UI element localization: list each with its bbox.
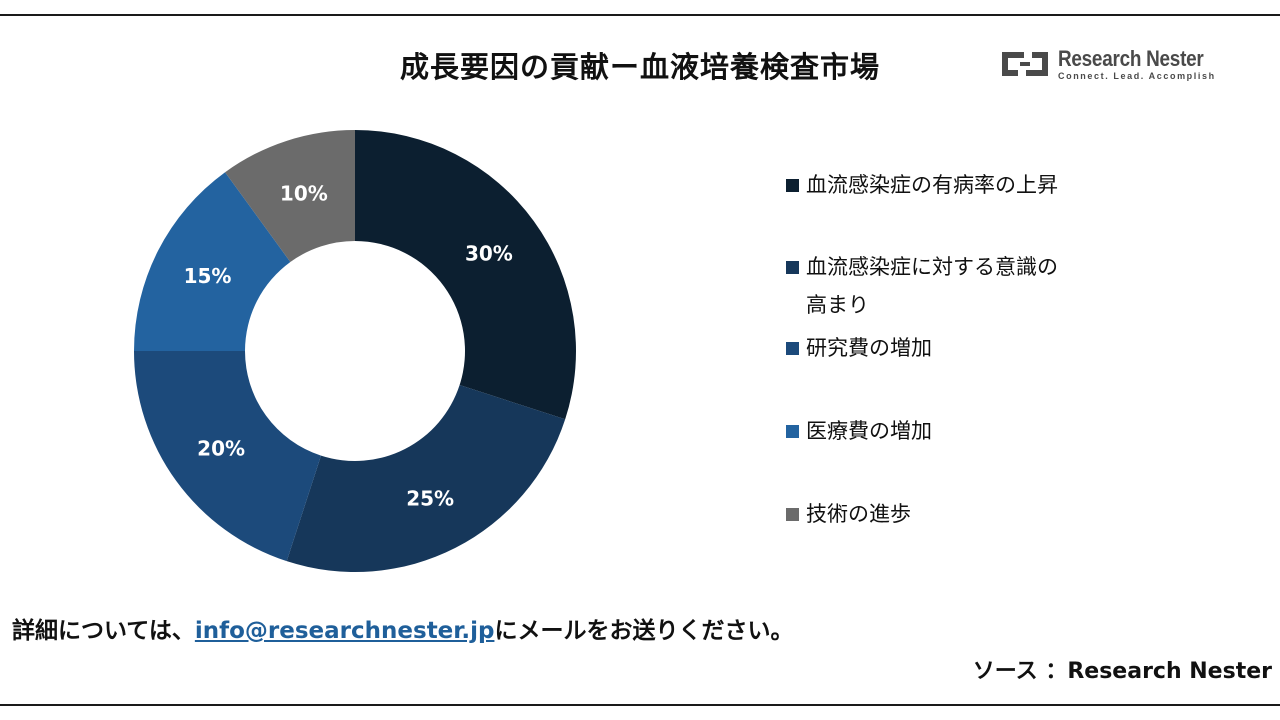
- contact-note: 詳細については、info@researchnester.jpにメールをお送りくだ…: [12, 611, 793, 645]
- chart-title: 成長要因の貢献ー血液培養検査市場: [399, 50, 880, 84]
- legend-label: 技術の進歩: [806, 502, 911, 526]
- legend-swatch: [786, 261, 799, 274]
- contact-prefix: 詳細については、: [12, 618, 195, 644]
- donut-chart: 30% 25% 20% 15% 10%: [134, 130, 576, 572]
- legend-label: 血流感染症の有病率の上昇: [806, 173, 1058, 197]
- donut-slice: [134, 172, 291, 351]
- contact-suffix: にメールをお送りください。: [494, 618, 794, 644]
- logo-tagline: Connect. Lead. Accomplish: [1058, 71, 1216, 81]
- slice-data-label: 10%: [280, 182, 328, 206]
- donut-slice: [134, 351, 322, 562]
- legend-item-research-funding: 研究費の増加: [786, 329, 1086, 367]
- bottom-rule: [0, 704, 1280, 706]
- donut-slice: [355, 130, 576, 420]
- legend-swatch: [786, 342, 799, 355]
- legend-label: 研究費の増加: [806, 336, 932, 360]
- logo-name: Research Nester: [1058, 46, 1204, 71]
- donut-slice: [286, 384, 566, 572]
- legend-swatch: [786, 425, 799, 438]
- legend-swatch: [786, 179, 799, 192]
- legend-swatch: [786, 508, 799, 521]
- logo-mark-icon: [1002, 52, 1048, 76]
- research-nester-logo: Research Nester Connect. Lead. Accomplis…: [998, 46, 1228, 86]
- legend-label: 血流感染症に対する意識の高まり: [806, 255, 1058, 317]
- donut-slice: [225, 130, 355, 263]
- legend-item-healthcare-spending: 医療費の増加: [786, 412, 1086, 450]
- source-credit: ソース ：Research Nester: [972, 659, 1272, 684]
- legend-item-tech-advances: 技術の進歩: [786, 495, 1086, 533]
- contact-email-link[interactable]: info@researchnester.jp: [194, 618, 495, 644]
- legend-item-bsi-prevalence: 血流感染症の有病率の上昇: [786, 166, 1086, 204]
- top-rule: [0, 14, 1280, 16]
- slice-data-label: 20%: [197, 436, 245, 460]
- slice-data-label: 30%: [465, 242, 513, 266]
- slice-data-label: 15%: [184, 264, 232, 288]
- legend-item-bsi-awareness: 血流感染症に対する意識の高まり: [786, 248, 1086, 324]
- legend-label: 医療費の増加: [806, 419, 932, 443]
- slice-data-label: 25%: [406, 486, 454, 510]
